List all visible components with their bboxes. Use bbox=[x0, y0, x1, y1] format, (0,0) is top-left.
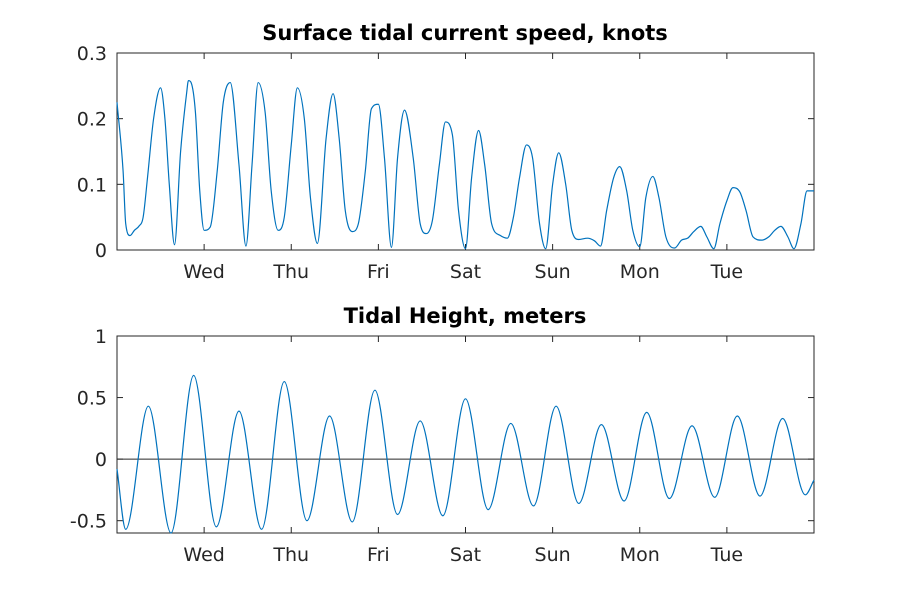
tidal-height-y-ticks: -0.5 0 0.5 1 bbox=[70, 326, 814, 533]
tidal-height-xtick-label: Fri bbox=[367, 544, 390, 566]
current-speed-xtick-label: Wed bbox=[183, 261, 224, 283]
current-speed-series-line bbox=[116, 79, 814, 250]
tidal-height-ytick-label: 1 bbox=[95, 326, 107, 348]
current-speed-xtick-label: Fri bbox=[367, 261, 390, 283]
current-speed-title: Surface tidal current speed, knots bbox=[262, 21, 668, 45]
current-speed-xtick-label: Tue bbox=[710, 261, 743, 283]
tidal-height-xtick-label: Thu bbox=[272, 544, 309, 566]
tidal-height-x-ticks: Wed Thu Fri Sat Sun Mon Tue bbox=[183, 336, 743, 566]
current-speed-ytick-label: 0 bbox=[95, 240, 107, 262]
current-speed-xtick-label: Thu bbox=[272, 261, 309, 283]
tidal-height-xtick-label: Mon bbox=[620, 544, 660, 566]
tidal-height-plot-area bbox=[116, 374, 815, 534]
tidal-height-xtick-label: Wed bbox=[183, 544, 224, 566]
current-speed-panel: Surface tidal current speed, knots 00.10… bbox=[77, 21, 815, 283]
current-speed-y-ticks: 0 0.1 0.2 0.3 bbox=[77, 43, 814, 262]
current-speed-x-ticks: Wed Thu Fri Sat Sun Mon Tue bbox=[183, 53, 743, 283]
tidal-height-title: Tidal Height, meters bbox=[344, 304, 587, 328]
tidal-height-xtick-label: Tue bbox=[710, 544, 743, 566]
current-speed-xtick-label: Sat bbox=[450, 261, 481, 283]
tidal-height-xtick-label: Sun bbox=[535, 544, 571, 566]
tidal-height-ytick-label: 0 bbox=[95, 449, 107, 471]
current-speed-plot-area bbox=[116, 79, 814, 250]
current-speed-ytick-label: 0.3 bbox=[77, 43, 107, 65]
tidal-height-xtick-label: Sat bbox=[450, 544, 481, 566]
tidal-height-series-line bbox=[116, 374, 815, 534]
current-speed-xtick-label: Mon bbox=[620, 261, 660, 283]
tidal-height-panel: Tidal Height, meters -0.5 0 0.5 1 Wed Thu Fri… bbox=[70, 304, 815, 566]
tidal-height-ytick-label: -0.5 bbox=[70, 511, 107, 533]
current-speed-ytick-label: 0.1 bbox=[77, 174, 107, 196]
current-speed-ytick-label: 0.2 bbox=[77, 109, 107, 131]
tidal-height-ytick-label: 0.5 bbox=[77, 388, 107, 410]
current-speed-xtick-label: Sun bbox=[535, 261, 571, 283]
